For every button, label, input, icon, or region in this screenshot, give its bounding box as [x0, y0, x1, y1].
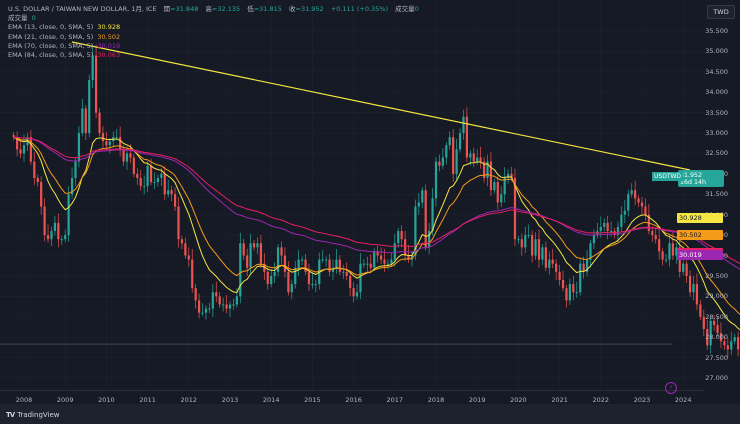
price-tick-label: 27.000 [705, 373, 728, 382]
indicator-price-tag: 30.502 [677, 230, 723, 241]
current-price: 31.952 [680, 172, 703, 179]
time-tick-label: 2013 [221, 396, 239, 404]
time-tick-label: 2022 [592, 396, 610, 404]
symbol-title[interactable]: U.S. DOLLAR / TAIWAN NEW DOLLAR, 1月, ICE [8, 5, 157, 13]
price-tick-label: 29.500 [705, 271, 728, 280]
footer [0, 404, 740, 424]
time-tick-label: 2016 [345, 396, 362, 404]
indicator-ema84[interactable]: EMA (84, close, 0, SMA, 5) 30.063 [8, 51, 121, 60]
lightning-icon[interactable]: ⚡ [665, 382, 677, 394]
price-tick-label: 29.000 [705, 292, 728, 301]
price-tick-label: 34.500 [705, 67, 728, 76]
volume-row[interactable]: 成交量 0 [8, 14, 36, 23]
symbol-label-tag: USDTWD [652, 172, 684, 181]
high-value: 32.135 [217, 5, 241, 13]
change-value: +0.111 (+0.35%) [330, 5, 389, 13]
price-tick-label: 35.000 [705, 47, 728, 56]
time-tick-label: 2017 [386, 396, 404, 404]
time-tick-label: 2010 [98, 396, 115, 404]
tradingview-logo-icon: TV [6, 411, 15, 419]
price-chart[interactable] [0, 0, 740, 404]
time-tick-label: 2014 [262, 396, 280, 404]
time-tick-label: 2020 [510, 396, 527, 404]
time-tick-label: 2011 [139, 396, 156, 404]
time-tick-label: 2009 [56, 396, 74, 404]
price-tick-label: 34.000 [705, 88, 728, 97]
time-tick-label: 2012 [180, 396, 198, 404]
tradingview-brand[interactable]: TV TradingView [6, 411, 60, 419]
price-tick-label: 28.500 [705, 312, 728, 321]
indicator-ema13[interactable]: EMA (13, close, 0, SMA, 5) 30.928 [8, 23, 121, 32]
time-tick-label: 2024 [674, 396, 692, 404]
low-value: 31.815 [259, 5, 282, 13]
indicator-ema70[interactable]: EMA (70, close, 0, SMA, 5) 30.019 [8, 41, 121, 50]
time-tick-label: 2021 [551, 396, 568, 404]
price-tick-label: 27.500 [705, 353, 728, 362]
open-value: 31.848 [175, 5, 199, 13]
indicator-price-tag: 30.928 [677, 212, 723, 223]
time-tick-label: 2015 [304, 396, 321, 404]
time-tick-label: 2018 [427, 396, 445, 404]
price-tick-label: 33.500 [705, 108, 728, 117]
chart-pane[interactable] [0, 0, 740, 404]
price-tick-label: 31.500 [705, 190, 728, 199]
price-tick-label: 35.500 [705, 27, 728, 35]
close-value: 31.952 [300, 5, 324, 13]
price-tick-label: 32.500 [705, 149, 728, 158]
legend: U.S. DOLLAR / TAIWAN NEW DOLLAR, 1月, ICE… [8, 5, 419, 60]
price-tick-label: 28.000 [705, 333, 728, 342]
price-tick-label: 33.000 [705, 129, 728, 138]
time-axis[interactable] [0, 390, 705, 405]
indicator-ema21[interactable]: EMA (21, close, 0, SMA, 5) 30.502 [8, 32, 121, 41]
currency-button[interactable]: TWD [707, 5, 735, 19]
time-tick-label: 2008 [15, 396, 33, 404]
current-price-tag: 31.952 16d 14h [678, 170, 724, 187]
indicator-price-tag: 30.019 [677, 249, 723, 260]
time-tick-label: 2023 [633, 396, 651, 404]
bar-countdown: 16d 14h [680, 179, 707, 186]
symbol-header: U.S. DOLLAR / TAIWAN NEW DOLLAR, 1月, ICE… [8, 5, 419, 13]
volume-value: 0 [31, 14, 36, 23]
time-tick-label: 2019 [468, 396, 486, 404]
header-volume-value: 0 [414, 5, 419, 13]
